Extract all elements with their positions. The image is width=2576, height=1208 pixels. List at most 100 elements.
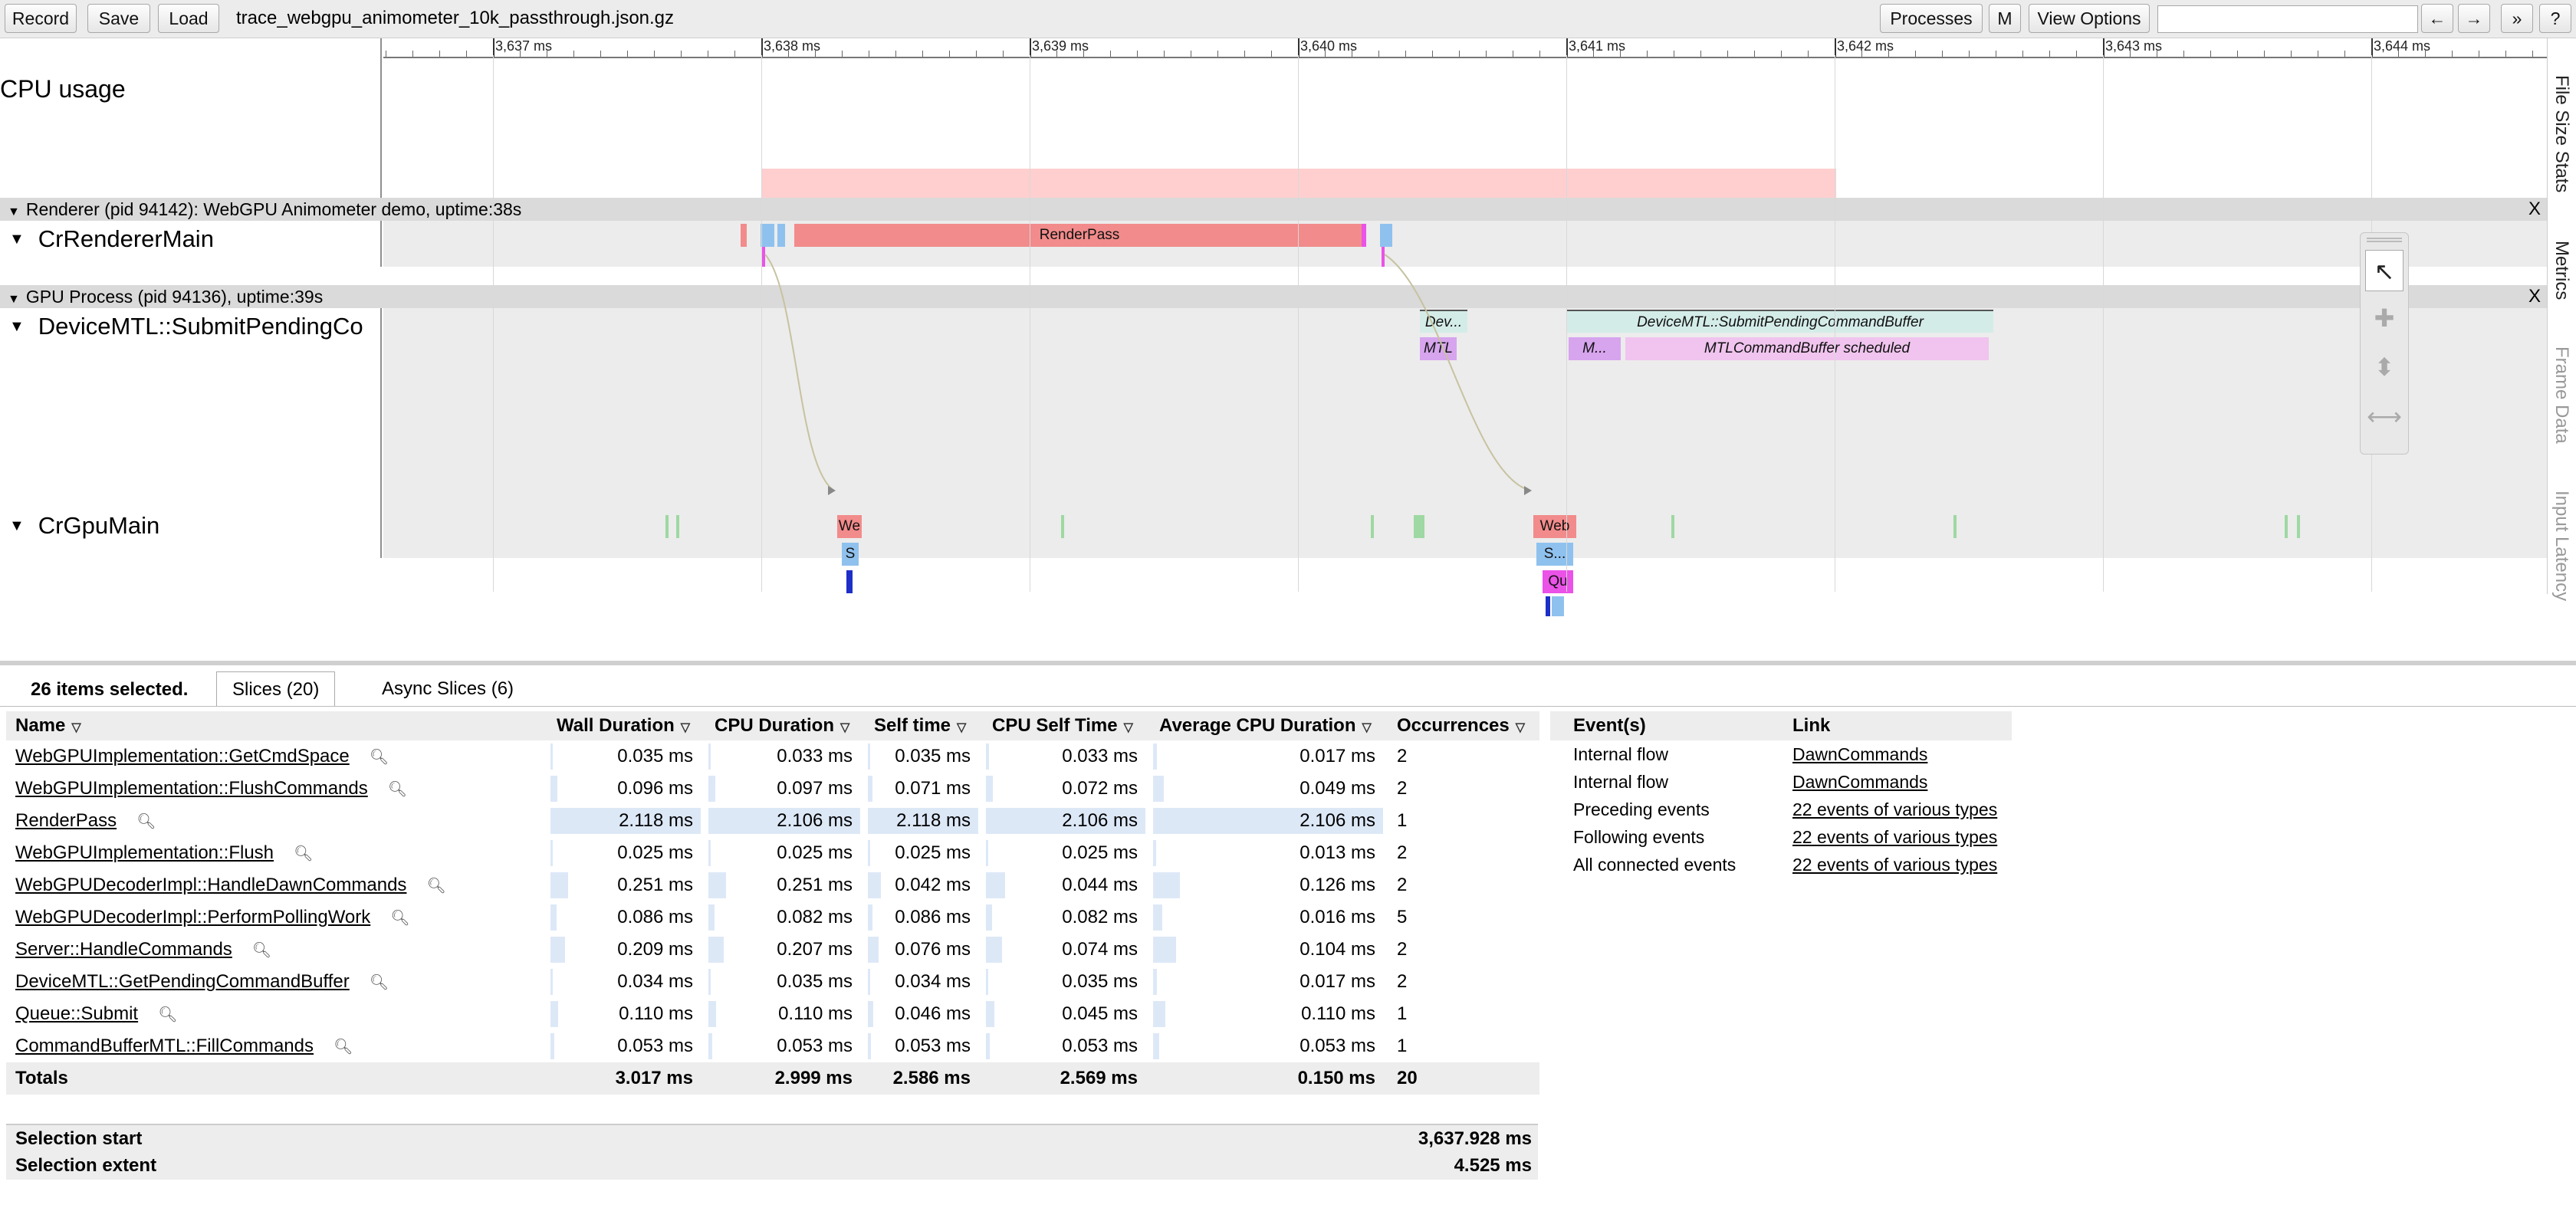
- palette-grip-icon[interactable]: [2367, 238, 2402, 242]
- table-row[interactable]: WebGPUDecoderImpl::HandleDawnCommands 🔍︎ 0…: [6, 869, 1539, 901]
- table-row[interactable]: DeviceMTL::GetPendingCommandBuffer 🔍︎ 0.03…: [6, 966, 1539, 998]
- server-slice[interactable]: S: [842, 543, 859, 566]
- sort-arrow-icon[interactable]: ▽: [71, 721, 81, 734]
- slice-name-link[interactable]: Server::HandleCommands: [15, 939, 232, 960]
- cr-gpu-main-label[interactable]: ▼ CrGpuMain: [9, 512, 159, 540]
- column-header-cpu-self-time[interactable]: CPU Self Time ▽: [983, 711, 1150, 740]
- magnifier-icon[interactable]: 🔍︎: [426, 878, 446, 895]
- slice-name-link[interactable]: WebGPUDecoderImpl::PerformPollingWork: [15, 907, 371, 927]
- renderer-slice[interactable]: [777, 224, 785, 247]
- collapse-triangle-icon[interactable]: ▼: [9, 231, 25, 248]
- gpu-tick-slice[interactable]: [1061, 515, 1064, 538]
- table-row[interactable]: Queue::Submit 🔍︎ 0.110 ms 0.110 ms 0.046 ms 0…: [6, 998, 1539, 1030]
- side-tab-metrics[interactable]: Metrics: [2551, 241, 2572, 300]
- event-link[interactable]: 22 events of various types: [1792, 854, 1998, 875]
- column-header-wall-duration[interactable]: Wall Duration ▽: [547, 711, 705, 740]
- device-submit-slice[interactable]: DeviceMTL::SubmitPendingCommandBuffer: [1567, 310, 1993, 333]
- sort-arrow-icon[interactable]: ▽: [680, 721, 691, 734]
- column-header-occurrences[interactable]: Occurrences ▽: [1388, 711, 1539, 740]
- slice-name-link[interactable]: WebGPUImplementation::GetCmdSpace: [15, 746, 350, 766]
- tab-slices[interactable]: Slices (20): [216, 671, 336, 707]
- mtl-m-slice[interactable]: M...: [1569, 337, 1621, 360]
- sort-arrow-icon[interactable]: ▽: [840, 721, 850, 734]
- gpu-tick-slice[interactable]: [676, 515, 679, 538]
- panel-splitter[interactable]: [0, 661, 2576, 665]
- table-row[interactable]: WebGPUDecoderImpl::PerformPollingWork 🔍︎ 0…: [6, 901, 1539, 934]
- column-header-name[interactable]: Name ▽: [6, 711, 547, 740]
- event-link[interactable]: 22 events of various types: [1792, 799, 1998, 819]
- collapse-triangle-icon[interactable]: ▼: [9, 517, 25, 534]
- renderer-process-header[interactable]: ▼ Renderer (pid 94142): WebGPU Animometer…: [0, 198, 2547, 221]
- gpu-tick-slice[interactable]: [1371, 515, 1374, 538]
- slice-name-link[interactable]: RenderPass: [15, 810, 117, 831]
- cr-renderer-main-track[interactable]: RenderPass: [383, 221, 2547, 267]
- event-link[interactable]: DawnCommands: [1792, 744, 1928, 764]
- magnifier-icon[interactable]: 🔍︎: [294, 845, 314, 862]
- renderer-slice[interactable]: [761, 224, 774, 247]
- collapse-triangle-icon[interactable]: ▼: [8, 205, 20, 218]
- magnifier-icon[interactable]: 🔍︎: [369, 974, 389, 991]
- close-process-button[interactable]: X: [2528, 286, 2541, 307]
- record-button[interactable]: Record: [5, 4, 77, 33]
- inner-slice[interactable]: [1546, 596, 1550, 616]
- cursor-icon[interactable]: ↖: [2365, 250, 2404, 291]
- queue-submit-slice[interactable]: Qu: [1543, 570, 1573, 593]
- close-process-button[interactable]: X: [2528, 199, 2541, 219]
- load-button[interactable]: Load: [158, 4, 219, 33]
- render-pass-slice[interactable]: RenderPass: [794, 224, 1365, 247]
- renderer-slice[interactable]: [1380, 224, 1392, 247]
- gpu-tick-slice[interactable]: [2285, 515, 2288, 538]
- slice-name-link[interactable]: WebGPUDecoderImpl::HandleDawnCommands: [15, 875, 407, 895]
- gpu-tracks[interactable]: Dev... DeviceMTL::SubmitPendingCommandBu…: [383, 308, 2547, 616]
- slice-name-link[interactable]: CommandBufferMTL::FillCommands: [15, 1036, 314, 1056]
- table-row[interactable]: RenderPass 🔍︎ 2.118 ms 2.106 ms 2.118 ms 2.10…: [6, 805, 1539, 837]
- magnifier-icon[interactable]: 🔍︎: [251, 942, 272, 959]
- pan-icon[interactable]: ✚: [2374, 304, 2395, 332]
- renderer-slice[interactable]: [1362, 224, 1366, 247]
- column-header-average-cpu-duration[interactable]: Average CPU Duration ▽: [1150, 711, 1388, 740]
- web-gpu-slice[interactable]: We: [837, 515, 862, 538]
- inner-slice[interactable]: [1552, 596, 1564, 616]
- table-row[interactable]: WebGPUImplementation::Flush 🔍︎ 0.025 ms 0.0…: [6, 837, 1539, 869]
- renderer-flow-slice[interactable]: [762, 247, 765, 267]
- side-tab-frame-data[interactable]: Frame Data: [2551, 346, 2572, 444]
- gpu-tick-slice[interactable]: [1671, 515, 1674, 538]
- help-button[interactable]: ?: [2539, 4, 2571, 33]
- expand-side-panel-button[interactable]: »: [2501, 4, 2533, 33]
- magnifier-icon[interactable]: 🔍︎: [390, 910, 410, 927]
- timing-icon[interactable]: ⟷: [2367, 402, 2402, 430]
- server-slice[interactable]: S...: [1536, 543, 1573, 566]
- sort-arrow-icon[interactable]: ▽: [1362, 721, 1372, 734]
- magnifier-icon[interactable]: 🔍︎: [369, 749, 389, 766]
- tab-async-slices[interactable]: Async Slices (6): [382, 678, 514, 699]
- gpu-tick-slice[interactable]: [1953, 515, 1957, 538]
- device-mtl-label[interactable]: ▼ DeviceMTL::SubmitPendingCo: [9, 313, 363, 340]
- search-input[interactable]: [2157, 5, 2418, 33]
- magnifier-icon[interactable]: 🔍︎: [136, 813, 156, 830]
- web-gpu-slice[interactable]: Web: [1533, 515, 1576, 538]
- metadata-button[interactable]: M: [1989, 4, 2021, 33]
- side-tab-file-size-stats[interactable]: File Size Stats: [2551, 75, 2572, 193]
- find-next-button[interactable]: →: [2458, 4, 2490, 33]
- table-row[interactable]: Server::HandleCommands 🔍︎ 0.209 ms 0.207 ms…: [6, 934, 1539, 966]
- gpu-tick-slice[interactable]: [1414, 515, 1424, 538]
- collapse-triangle-icon[interactable]: ▼: [9, 318, 25, 335]
- gpu-tick-slice[interactable]: [2297, 515, 2300, 538]
- column-header-self-time[interactable]: Self time ▽: [865, 711, 983, 740]
- slice-name-link[interactable]: Queue::Submit: [15, 1003, 139, 1024]
- view-options-button[interactable]: View Options: [2029, 4, 2150, 33]
- renderer-flow-slice[interactable]: [1382, 247, 1385, 267]
- slice-name-link[interactable]: WebGPUImplementation::Flush: [15, 842, 274, 863]
- sort-arrow-icon[interactable]: ▽: [957, 721, 967, 734]
- event-link[interactable]: DawnCommands: [1792, 771, 1928, 792]
- gpu-process-header[interactable]: ▼ GPU Process (pid 94136), uptime:39s X: [0, 285, 2547, 308]
- collapse-triangle-icon[interactable]: ▼: [8, 293, 20, 306]
- renderer-slice[interactable]: [741, 224, 747, 247]
- gpu-tick-slice[interactable]: [665, 515, 669, 538]
- slice-name-link[interactable]: DeviceMTL::GetPendingCommandBuffer: [15, 971, 350, 992]
- magnifier-icon[interactable]: 🔍︎: [334, 1039, 353, 1055]
- time-ruler[interactable]: 3,637 ms 3,638 ms 3,639 ms 3,640 ms 3,64…: [383, 38, 2547, 58]
- save-button[interactable]: Save: [87, 4, 150, 33]
- timeline-view[interactable]: 3,637 ms 3,638 ms 3,639 ms 3,640 ms 3,64…: [0, 38, 2547, 616]
- sort-arrow-icon[interactable]: ▽: [1123, 721, 1133, 734]
